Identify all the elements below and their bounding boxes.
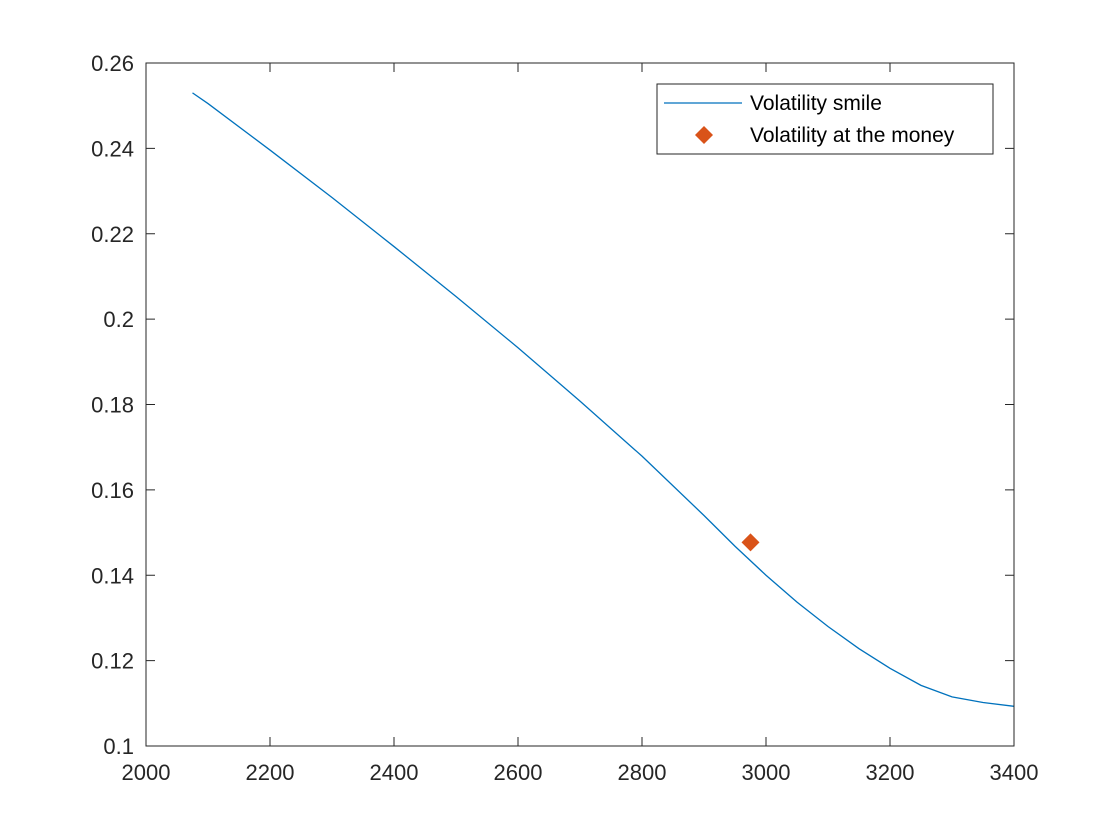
x-tick-label: 3200	[866, 760, 915, 785]
x-tick-label: 2000	[122, 760, 171, 785]
x-tick-label: 2800	[618, 760, 667, 785]
x-tick-label: 3000	[742, 760, 791, 785]
legend: Volatility smile Volatility at the money	[657, 84, 993, 154]
y-tick-label: 0.18	[91, 393, 134, 418]
legend-label-smile: Volatility smile	[750, 92, 882, 115]
y-tick-label: 0.1	[103, 734, 134, 759]
y-tick-label: 0.22	[91, 222, 134, 247]
legend-label-atm: Volatility at the money	[750, 124, 955, 147]
x-tick-label: 2600	[494, 760, 543, 785]
y-tick-label: 0.2	[103, 307, 134, 332]
y-tick-label: 0.12	[91, 649, 134, 674]
plot-area	[146, 63, 1014, 746]
x-tick-label: 2400	[370, 760, 419, 785]
y-tick-label: 0.14	[91, 563, 134, 588]
y-tick-label: 0.16	[91, 478, 134, 503]
x-tick-label: 2200	[246, 760, 295, 785]
y-tick-label: 0.26	[91, 51, 134, 76]
y-tick-label: 0.24	[91, 136, 134, 161]
y-axis-tick-labels: 0.1 0.12 0.14 0.16 0.18 0.2 0.22 0.24 0.26	[91, 51, 134, 759]
x-tick-label: 3400	[990, 760, 1039, 785]
